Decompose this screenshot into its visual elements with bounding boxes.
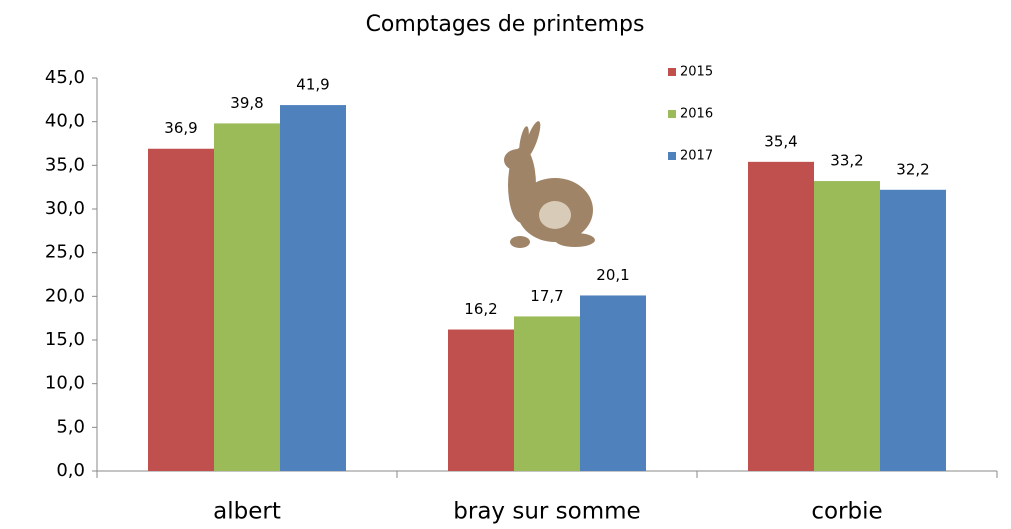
value-label: 36,9	[164, 119, 197, 137]
value-label: 20,1	[596, 266, 629, 284]
value-label: 35,4	[764, 132, 797, 150]
y-tick-label: 25,0	[45, 242, 85, 263]
y-tick-label: 35,0	[45, 154, 85, 175]
y-tick-label: 5,0	[56, 416, 85, 437]
legend-swatch	[668, 68, 676, 76]
y-tick-label: 10,0	[45, 373, 85, 394]
value-label: 39,8	[230, 94, 263, 112]
bar	[514, 316, 580, 471]
value-label: 32,2	[896, 160, 929, 178]
legend-swatch	[668, 152, 676, 160]
y-tick-label: 20,0	[45, 285, 85, 306]
value-label: 41,9	[296, 76, 329, 94]
bar	[148, 149, 214, 471]
bar	[880, 190, 946, 471]
x-tick-label: bray sur somme	[453, 499, 640, 525]
bar	[814, 181, 880, 471]
x-tick-label: albert	[213, 499, 281, 525]
bar	[748, 162, 814, 471]
chart-title: Comptages de printemps	[366, 12, 645, 37]
value-label: 16,2	[464, 300, 497, 318]
y-tick-label: 40,0	[45, 111, 85, 132]
bar	[448, 330, 514, 471]
y-tick-label: 0,0	[56, 460, 85, 481]
value-label: 33,2	[830, 152, 863, 170]
bar	[280, 105, 346, 471]
y-tick-label: 45,0	[45, 67, 85, 88]
bar	[580, 295, 646, 471]
legend-label: 2015	[680, 65, 713, 80]
legend-label: 2017	[680, 149, 713, 164]
y-tick-label: 30,0	[45, 198, 85, 219]
legend-label: 2016	[680, 107, 713, 122]
legend-swatch	[668, 110, 676, 118]
x-tick-label: corbie	[811, 499, 882, 525]
chart: Comptages de printemps 0,0 5,0 10,0 15,0 20,…	[0, 0, 1011, 529]
value-label: 17,7	[530, 287, 563, 305]
y-tick-label: 15,0	[45, 329, 85, 350]
bar	[214, 123, 280, 471]
hare-illustration	[504, 119, 595, 248]
